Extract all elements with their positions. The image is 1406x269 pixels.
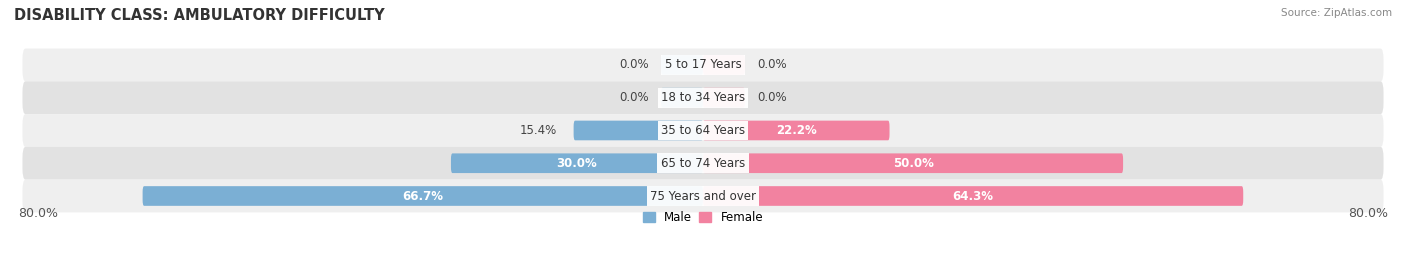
- FancyBboxPatch shape: [451, 153, 703, 173]
- FancyBboxPatch shape: [22, 81, 1384, 114]
- Text: 50.0%: 50.0%: [893, 157, 934, 170]
- FancyBboxPatch shape: [661, 55, 703, 75]
- Text: 75 Years and over: 75 Years and over: [650, 189, 756, 203]
- Text: 80.0%: 80.0%: [18, 207, 58, 220]
- Text: 5 to 17 Years: 5 to 17 Years: [665, 58, 741, 72]
- FancyBboxPatch shape: [142, 186, 703, 206]
- Text: 0.0%: 0.0%: [758, 91, 787, 104]
- Text: 0.0%: 0.0%: [619, 58, 648, 72]
- Text: 65 to 74 Years: 65 to 74 Years: [661, 157, 745, 170]
- Text: Source: ZipAtlas.com: Source: ZipAtlas.com: [1281, 8, 1392, 18]
- Text: 18 to 34 Years: 18 to 34 Years: [661, 91, 745, 104]
- Text: 64.3%: 64.3%: [953, 189, 994, 203]
- FancyBboxPatch shape: [22, 114, 1384, 147]
- FancyBboxPatch shape: [703, 153, 1123, 173]
- Text: DISABILITY CLASS: AMBULATORY DIFFICULTY: DISABILITY CLASS: AMBULATORY DIFFICULTY: [14, 8, 385, 23]
- FancyBboxPatch shape: [22, 48, 1384, 81]
- Text: 22.2%: 22.2%: [776, 124, 817, 137]
- Text: 15.4%: 15.4%: [520, 124, 557, 137]
- Text: 0.0%: 0.0%: [619, 91, 648, 104]
- FancyBboxPatch shape: [703, 88, 745, 108]
- Text: 30.0%: 30.0%: [557, 157, 598, 170]
- Text: 80.0%: 80.0%: [1348, 207, 1388, 220]
- FancyBboxPatch shape: [703, 186, 1243, 206]
- FancyBboxPatch shape: [574, 121, 703, 140]
- FancyBboxPatch shape: [22, 147, 1384, 180]
- FancyBboxPatch shape: [661, 88, 703, 108]
- Text: 66.7%: 66.7%: [402, 189, 443, 203]
- FancyBboxPatch shape: [703, 121, 890, 140]
- Text: 0.0%: 0.0%: [758, 58, 787, 72]
- FancyBboxPatch shape: [703, 55, 745, 75]
- Legend: Male, Female: Male, Female: [643, 211, 763, 224]
- FancyBboxPatch shape: [22, 180, 1384, 213]
- Text: 35 to 64 Years: 35 to 64 Years: [661, 124, 745, 137]
